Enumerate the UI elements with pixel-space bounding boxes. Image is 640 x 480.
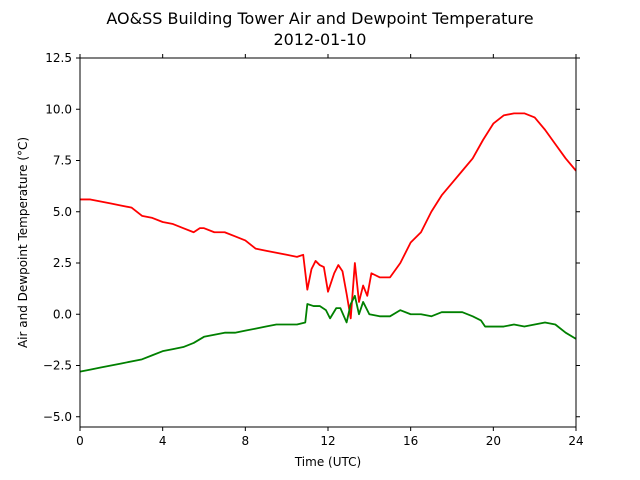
x-tick-label: 4 [159, 434, 167, 448]
y-tick-label: 0.0 [53, 307, 72, 321]
x-tick-label: 12 [320, 434, 335, 448]
x-tick-label: 16 [403, 434, 418, 448]
ticks-layer: 0 4 8 12 16 20 24 −5.0 −2.5 0.0 2.5 5.0 7.5 10.0 12.5 [43, 51, 584, 448]
plot-frame [79, 57, 577, 428]
x-tick-label: 8 [242, 434, 250, 448]
y-tick-label: 7.5 [53, 154, 72, 168]
series-layer [79, 112, 577, 373]
chart-subtitle: 2012-01-10 [274, 30, 367, 49]
series-line-1 [79, 294, 577, 373]
x-axis-label: Time (UTC) [294, 455, 361, 469]
series-line-0 [80, 112, 577, 320]
y-tick-label: −2.5 [43, 359, 72, 373]
y-tick-label: 2.5 [53, 256, 72, 270]
x-tick-label: 20 [486, 434, 501, 448]
y-tick-label: 12.5 [45, 51, 72, 65]
y-tick-label: 10.0 [45, 102, 72, 116]
x-tick-label: 0 [76, 434, 84, 448]
y-tick-label: −5.0 [43, 410, 72, 424]
chart-title: AO&SS Building Tower Air and Dewpoint Te… [106, 9, 533, 28]
y-axis-label: Air and Dewpoint Temperature (°C) [16, 137, 30, 348]
y-tick-label: 5.0 [53, 205, 72, 219]
x-tick-label: 24 [568, 434, 583, 448]
